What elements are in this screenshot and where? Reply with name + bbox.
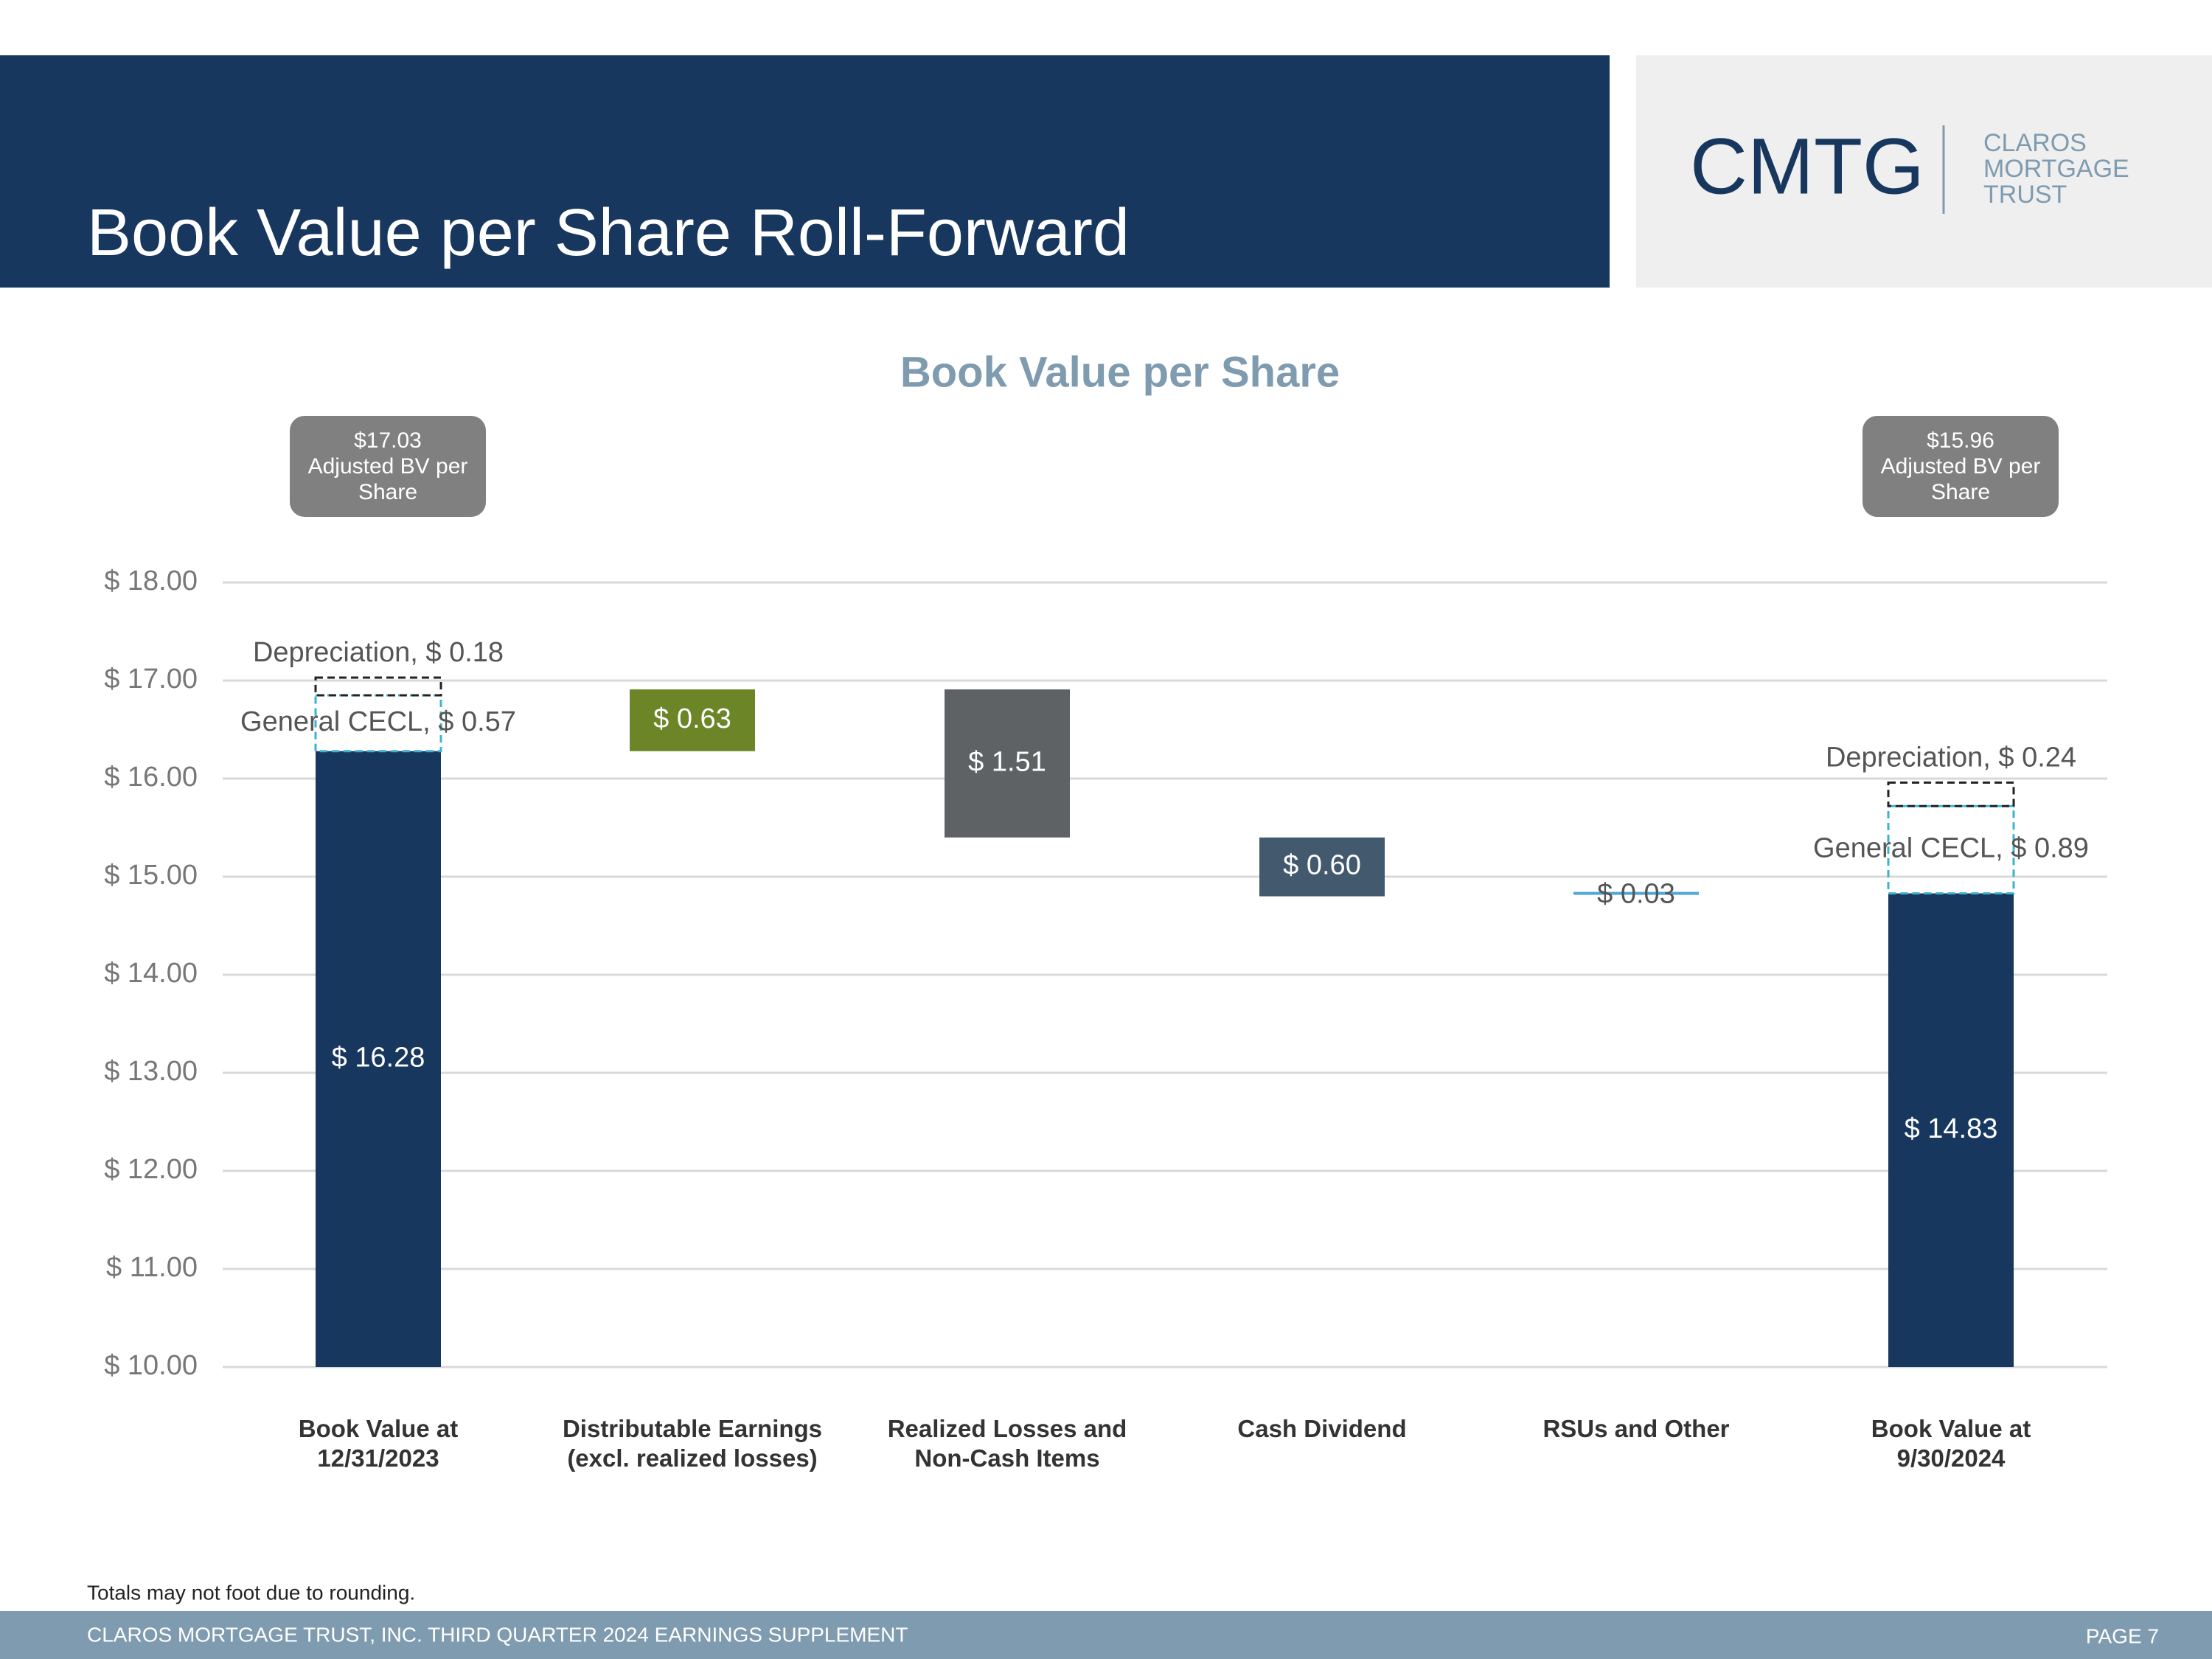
x-tick-line: 9/30/2024 [1897,1444,2006,1472]
y-tick-label: $ 11.00 [106,1252,198,1283]
bar [630,689,755,751]
callout-text: Adjusted BV per [308,454,468,479]
x-tick-line: RSUs and Other [1543,1415,1729,1442]
y-tick-label: $ 18.00 [104,566,198,597]
x-tick-label: Distributable Earnings (excl. realized lo… [563,1415,822,1472]
logo-text: CLAROS [1983,129,2087,157]
chart-title: Book Value per Share [900,348,1340,396]
adjustment-box [1887,781,2015,807]
value-label: $ 0.03 [1597,879,1675,910]
y-tick-label: $ 13.00 [104,1056,198,1087]
y-tick-label: $ 15.00 [104,860,198,891]
logo-text: TRUST [1983,181,2067,209]
value-label: $ 14.83 [1905,1113,1998,1144]
adjustment-label: General CECL, $ 0.89 [1813,832,2089,863]
footnote: Totals may not foot due to rounding. [87,1581,415,1604]
adjustment-label: Depreciation, $ 0.24 [1826,742,2076,773]
footer-band [0,1611,2212,1659]
x-tick-line: (excl. realized losses) [567,1444,817,1472]
slide-title: Book Value per Share Roll-Forward [87,196,1130,270]
bar [945,689,1070,838]
adjustment-label: Depreciation, $ 0.18 [253,637,504,668]
value-label: $ 16.28 [332,1042,425,1073]
x-tick-label: Book Value at 12/31/2023 [299,1415,458,1472]
y-tick-label: $ 12.00 [104,1154,198,1185]
callout-text: Share [1931,480,1990,504]
value-label: $ 0.60 [1283,850,1361,881]
adjustment-label: General CECL, $ 0.57 [240,706,516,737]
x-tick-line: Distributable Earnings [563,1415,822,1442]
logo-text: MORTGAGE [1983,155,2129,183]
x-tick-line: Non-Cash Items [914,1444,1099,1472]
x-tick-line: Book Value at [1871,1415,2031,1442]
adjustment-box [1887,804,2015,895]
x-tick-label: Realized Losses and Non-Cash Items [888,1415,1127,1472]
callout-text: $17.03 [354,428,422,453]
x-tick-line: Book Value at [299,1415,458,1442]
callout-text: Share [358,480,417,504]
y-tick-label: $ 10.00 [104,1350,198,1381]
x-tick-label: RSUs and Other [1543,1415,1729,1442]
footer-text: CLAROS MORTGAGE TRUST, INC. THIRD QUARTE… [87,1623,908,1646]
callout-box [290,416,486,517]
value-label: $ 0.63 [653,703,731,734]
y-tick-label: $ 14.00 [104,958,198,989]
page-number: PAGE 7 [2086,1624,2159,1647]
x-tick-line: Realized Losses and [888,1415,1127,1442]
callout-text: $15.96 [1927,428,1994,453]
logo-mark: CMTG [1690,122,1924,211]
header-band [0,55,1610,288]
callout-text: Adjusted BV per [1881,454,2041,479]
bar [1888,893,2014,1367]
y-tick-label: $ 17.00 [104,664,198,695]
adjustment-box [314,676,442,697]
x-tick-label: Book Value at 9/30/2024 [1871,1415,2031,1472]
x-tick-line: Cash Dividend [1237,1415,1406,1442]
y-tick-label: $ 16.00 [104,762,198,793]
logo-band [1636,55,2212,288]
value-label: $ 1.51 [968,746,1046,777]
bar [316,751,441,1367]
x-tick-label: Cash Dividend [1237,1415,1406,1442]
chart: $ 10.00 $ 11.00 $ 12.00 $ 13.00 $ 14.00 $ 15.… [104,416,2107,1472]
bar [1259,837,1385,897]
x-tick-line: 12/31/2023 [317,1444,439,1472]
callout-box [1863,416,2059,517]
